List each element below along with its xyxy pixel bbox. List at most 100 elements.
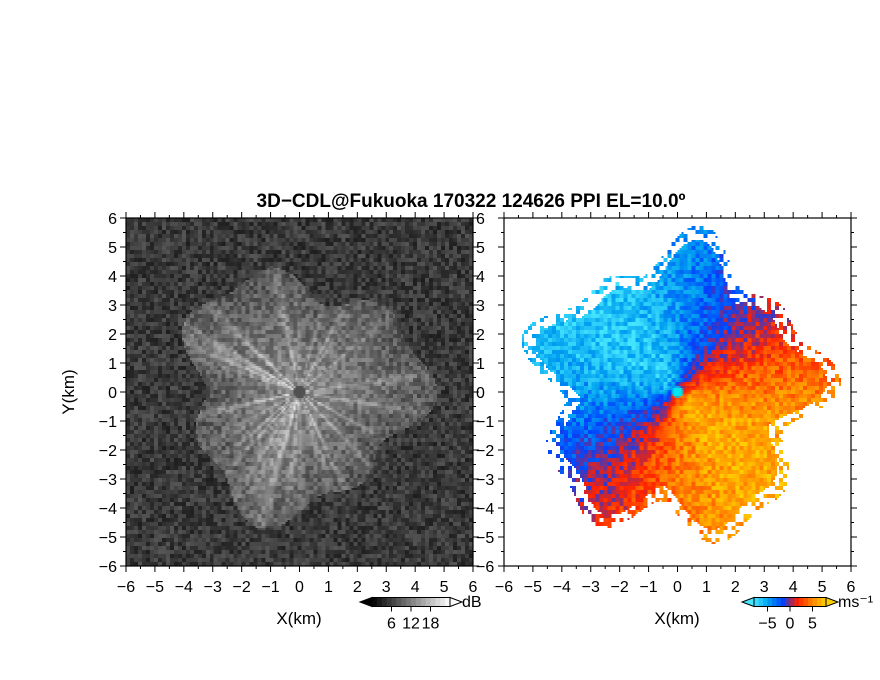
y-tick-label: −2 <box>99 443 117 460</box>
x-tick-label: −5 <box>524 579 542 596</box>
reflectivity-colorbar: 6 12 18 <box>358 596 464 633</box>
y-tick-label: 0 <box>108 385 117 402</box>
reflectivity-ppi-image <box>126 218 473 566</box>
y-tick-label: −1 <box>99 414 117 431</box>
colorbar-swatch <box>763 597 768 607</box>
colorbar-swatch <box>440 597 446 607</box>
colorbar-swatch <box>790 597 795 607</box>
reflectivity-x-axis-label: X(km) <box>276 609 321 628</box>
colorbar-swatch <box>396 597 402 607</box>
colorbar-high-arrow <box>825 596 840 608</box>
colorbar-swatch <box>812 597 818 607</box>
velocity-colorbar-unit: ms⁻¹ <box>838 594 873 611</box>
y-tick-label-right: −5 <box>476 530 494 547</box>
colorbar-swatch <box>776 597 782 607</box>
x-tick-label: 6 <box>469 579 478 596</box>
x-tick-label: 6 <box>847 579 856 596</box>
y-tick-label-right: 1 <box>476 356 485 373</box>
colorbar-swatch <box>799 597 804 607</box>
x-tick-label: −6 <box>117 579 135 596</box>
x-tick-label: 5 <box>440 579 449 596</box>
x-tick-label: 2 <box>353 579 362 596</box>
velocity-colorbar: −5 0 5 <box>740 596 840 633</box>
figure-title: 3D−CDL@Fukuoka 170322 124626 PPI EL=10.0… <box>257 191 686 212</box>
x-tick-label: 4 <box>411 579 420 596</box>
reflectivity-x-tick-labels: −6 −5 −4 −3 −2 −1 0 1 2 3 4 5 6 <box>117 579 478 596</box>
x-tick-label: −4 <box>553 579 571 596</box>
y-tick-label: 6 <box>108 211 117 228</box>
x-tick-label: −4 <box>175 579 193 596</box>
colorbar-tick-label: 18 <box>422 616 440 633</box>
x-tick-label: 0 <box>673 579 682 596</box>
x-tick-label: −1 <box>261 579 279 596</box>
colorbar-tick-label: 6 <box>387 616 396 633</box>
colorbar-swatch <box>381 597 388 607</box>
reflectivity-y-axis-label: Y(km) <box>59 369 78 414</box>
colorbar-tick-label: 0 <box>786 616 795 633</box>
reflectivity-axis-ticks <box>120 212 479 572</box>
colorbar-tick-label: 12 <box>402 616 420 633</box>
colorbar-swatch <box>430 597 436 607</box>
x-tick-label: −6 <box>495 579 513 596</box>
y-tick-label-right: 0 <box>476 385 485 402</box>
colorbar-low-arrow <box>358 596 373 608</box>
colorbar-swatch <box>794 597 800 607</box>
reflectivity-colorbar-unit: dB <box>462 594 482 611</box>
x-tick-label: 1 <box>324 579 333 596</box>
y-tick-label: 1 <box>108 356 117 373</box>
x-tick-label: −2 <box>233 579 251 596</box>
y-tick-label-right: −4 <box>476 501 494 518</box>
colorbar-swatch <box>821 597 827 607</box>
x-tick-label: −3 <box>204 579 222 596</box>
y-tick-label-right: −2 <box>476 443 494 460</box>
colorbar-swatch <box>376 597 383 607</box>
colorbar-swatch <box>435 597 441 607</box>
colorbar-swatch <box>803 597 809 607</box>
x-tick-label: 3 <box>382 579 391 596</box>
velocity-x-axis-label: X(km) <box>654 609 699 628</box>
colorbar-swatch <box>411 597 417 607</box>
colorbar-swatch <box>785 597 791 607</box>
colorbar-swatch <box>808 597 813 607</box>
colorbar-swatch <box>372 597 378 607</box>
y-tick-label-right: −6 <box>476 559 494 576</box>
x-tick-label: 0 <box>295 579 304 596</box>
colorbar-swatch <box>391 597 397 607</box>
y-tick-label: −3 <box>99 472 117 489</box>
y-tick-label-right: 4 <box>476 269 485 286</box>
velocity-x-tick-labels: −6 −5 −4 −3 −2 −1 0 1 2 3 4 5 6 <box>495 579 856 596</box>
colorbar-swatch <box>772 597 777 607</box>
x-tick-label: −1 <box>639 579 657 596</box>
x-tick-label: 3 <box>760 579 769 596</box>
colorbar-swatch <box>386 597 392 607</box>
colorbar-high-arrow <box>449 596 464 608</box>
colorbar-swatch <box>754 597 759 607</box>
y-tick-label-right: 2 <box>476 327 485 344</box>
x-tick-label: −2 <box>611 579 629 596</box>
y-tick-label: −5 <box>99 530 117 547</box>
x-tick-label: −3 <box>582 579 600 596</box>
colorbar-swatch <box>758 597 764 607</box>
y-tick-label-right: −3 <box>476 472 494 489</box>
y-tick-label-right: −1 <box>476 414 494 431</box>
y-tick-label: −4 <box>99 501 117 518</box>
colorbar-swatch <box>767 597 773 607</box>
y-tick-label: 2 <box>108 327 117 344</box>
colorbar-swatch <box>415 597 422 607</box>
colorbar-tick-label: −5 <box>758 616 776 633</box>
colorbar-low-arrow <box>740 596 755 608</box>
y-tick-label-right: 3 <box>476 298 485 315</box>
x-tick-label: −5 <box>146 579 164 596</box>
colorbar-swatch <box>406 597 412 607</box>
y-tick-label-right: 5 <box>476 240 485 257</box>
y-tick-label: 5 <box>108 240 117 257</box>
colorbar-swatch <box>817 597 822 607</box>
y-tick-label-right: 6 <box>476 211 485 228</box>
x-tick-label: 4 <box>789 579 798 596</box>
x-tick-label: 5 <box>818 579 827 596</box>
colorbar-swatch <box>425 597 431 607</box>
velocity-ppi-image <box>504 218 851 566</box>
reflectivity-panel: −6 −5 −4 −3 −2 −1 0 1 2 3 4 5 6 −6−5−4−3−2−10123456−… <box>59 211 494 633</box>
x-tick-label: 1 <box>702 579 711 596</box>
